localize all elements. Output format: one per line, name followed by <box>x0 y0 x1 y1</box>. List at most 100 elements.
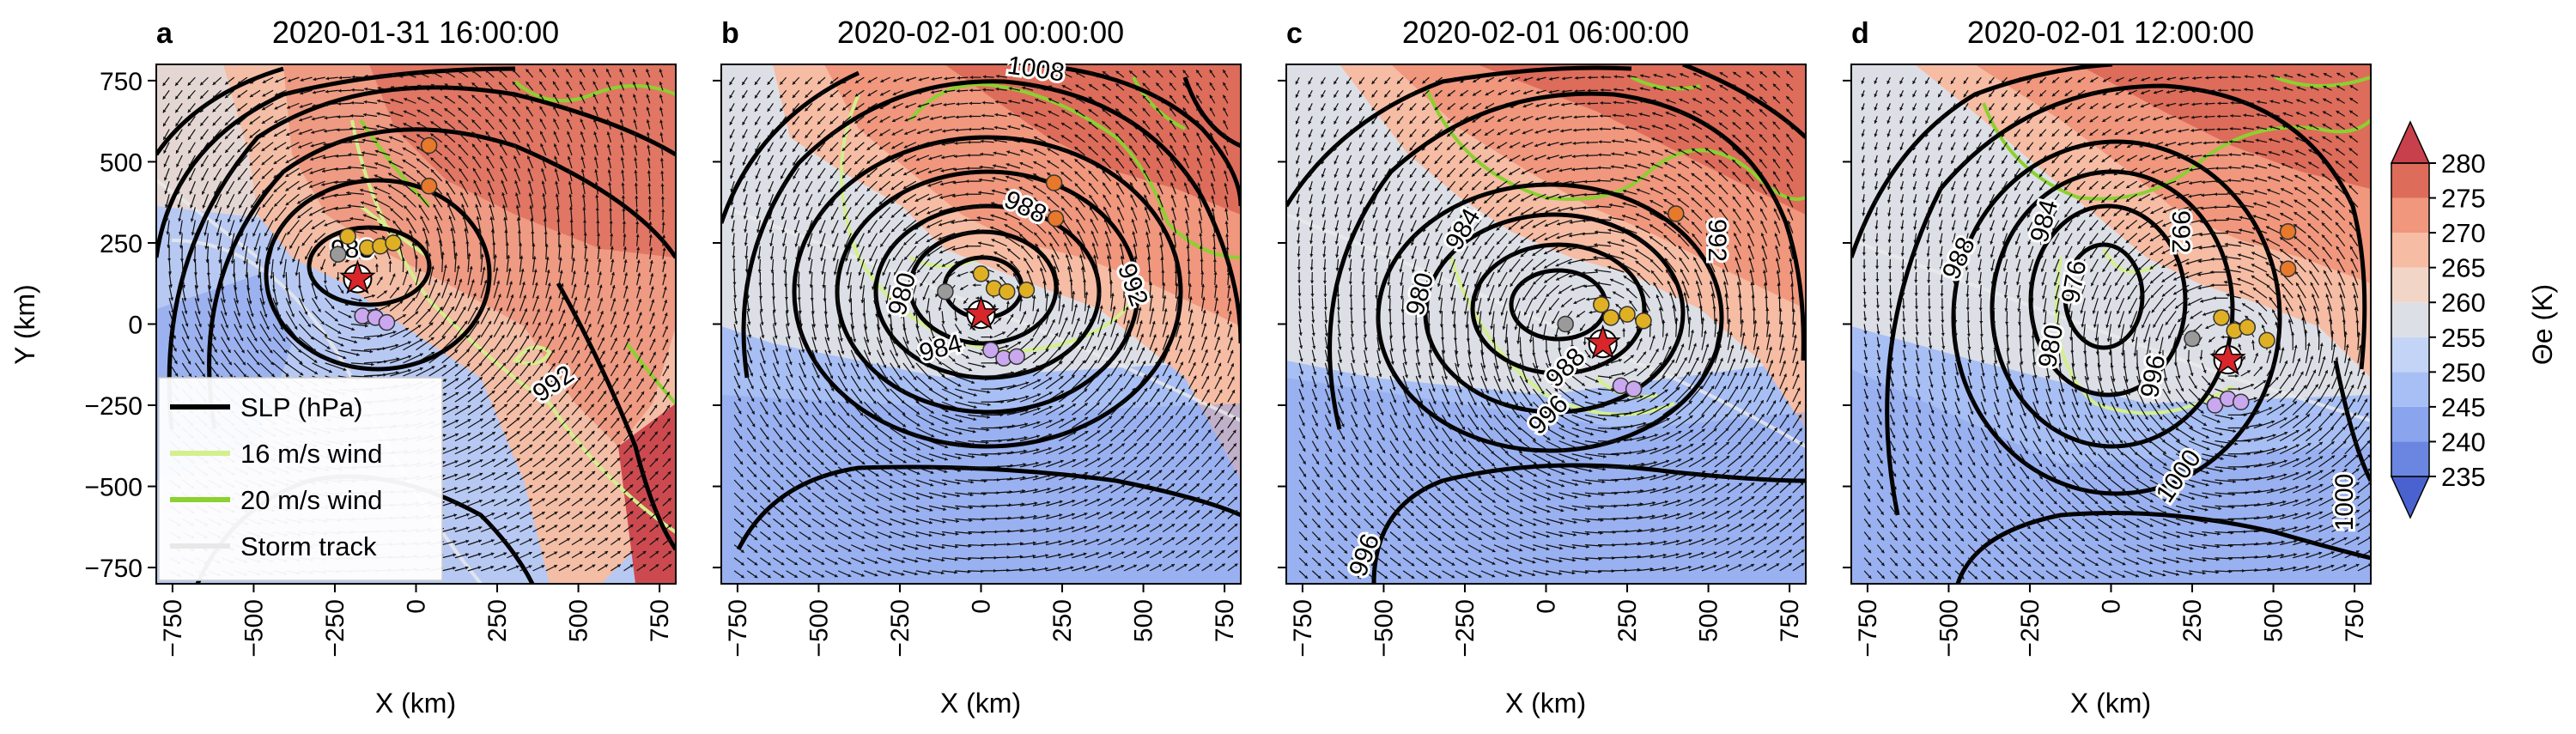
wind-vector-head <box>938 236 942 240</box>
wind-vector-head <box>834 486 838 490</box>
wind-vector-head <box>347 178 350 182</box>
wind-vector-head <box>874 436 878 440</box>
wind-vector-head <box>780 461 784 465</box>
wind-vector-head <box>230 260 234 264</box>
wind-vector-head <box>914 226 919 230</box>
wind-vector <box>467 334 481 351</box>
wind-vector-head <box>916 130 920 135</box>
wind-vector-head <box>1007 112 1012 116</box>
wind-vector-head <box>274 106 278 110</box>
wind-vector-head <box>935 349 939 353</box>
wind-vector-head <box>1033 514 1037 519</box>
wind-vector-head <box>606 118 611 123</box>
wind-vector-head <box>834 449 837 453</box>
wind-vector-head <box>890 328 894 331</box>
wind-vector-head <box>777 398 781 403</box>
wind-vector-head <box>467 405 471 409</box>
wind-vector <box>955 375 975 384</box>
wind-vector-head <box>788 361 793 366</box>
wind-vector-head <box>200 82 204 86</box>
wind-vector-head <box>742 161 746 166</box>
wind-vector-head <box>641 444 646 448</box>
wind-vector-head <box>566 525 570 529</box>
wind-vector <box>902 349 915 369</box>
wind-vector-head <box>1059 513 1063 518</box>
wind-vector-head <box>491 513 495 516</box>
wind-vector-head <box>453 487 458 491</box>
wind-vector-head <box>443 264 447 269</box>
wind-vector-head <box>767 135 771 139</box>
wind-vector-head <box>922 296 927 300</box>
wind-vector-head <box>979 165 983 169</box>
wind-vector-head <box>762 373 767 377</box>
wind-vector-head <box>998 318 1002 322</box>
wind-vector-head <box>504 472 508 476</box>
wind-vector-head <box>528 431 532 434</box>
wind-vector-head <box>813 337 817 341</box>
wind-vector-head <box>855 230 860 234</box>
wind-vector-head <box>866 133 871 136</box>
wind-vector-head <box>848 523 852 527</box>
wind-vector-head <box>993 125 998 130</box>
wind-vector-head <box>786 323 790 327</box>
wind-vector-head <box>187 122 191 126</box>
wind-vector-head <box>888 522 892 526</box>
wind-vector-head <box>344 302 349 306</box>
wind-vector-head <box>163 149 167 154</box>
wind-vector-head <box>854 351 858 355</box>
wind-vector <box>272 362 289 377</box>
wind-vector <box>864 453 879 464</box>
wind-vector-head <box>848 573 852 578</box>
wind-vector <box>928 375 948 390</box>
wind-vector-head <box>606 81 610 85</box>
wind-vector-head <box>577 390 581 394</box>
wind-vector-head <box>542 205 547 209</box>
wind-vector <box>272 337 288 354</box>
wind-vector-head <box>878 187 883 191</box>
wind-vector-head <box>552 69 556 73</box>
wind-vector-head <box>1048 306 1053 310</box>
wind-vector-head <box>516 485 520 489</box>
wind-vector-head <box>275 217 278 221</box>
wind-vector <box>272 349 289 366</box>
wind-vector-head <box>617 511 621 515</box>
wind-vector-head <box>566 444 570 448</box>
wind-vector-head <box>1048 362 1052 367</box>
wind-vector-head <box>867 215 871 220</box>
wind-vector <box>1019 462 1039 468</box>
wind-vector <box>1032 335 1047 351</box>
wind-vector-head <box>769 229 773 234</box>
wind-vector-head <box>831 230 835 234</box>
wind-vector <box>837 362 848 379</box>
wind-vector-head <box>617 444 620 448</box>
wind-vector-head <box>583 232 587 236</box>
wind-vector-head <box>541 485 545 488</box>
wind-vector-head <box>1048 446 1052 451</box>
wind-vector-head <box>603 417 607 422</box>
wind-vector <box>850 388 863 404</box>
wind-vector-head <box>167 271 173 275</box>
wind-vector-head <box>635 195 639 199</box>
wind-vector-head <box>1018 342 1022 345</box>
wind-vector <box>1019 476 1039 481</box>
wind-vector-head <box>367 337 371 341</box>
wind-vector-head <box>586 297 591 301</box>
wind-vector <box>506 321 516 337</box>
wind-vector-head <box>407 368 411 373</box>
wind-vector-head <box>246 288 251 292</box>
wind-vector-head <box>835 511 839 515</box>
wind-vector-head <box>441 336 446 340</box>
wind-vector-head <box>490 552 495 556</box>
wind-vector-head <box>1005 235 1009 240</box>
wind-vector-head <box>659 132 664 136</box>
wind-vector-head <box>528 538 532 543</box>
wind-vector-head <box>1060 390 1065 394</box>
wind-vector-head <box>869 364 873 368</box>
wind-vector-head <box>740 549 744 553</box>
wind-vector-head <box>369 349 374 354</box>
wind-vector-head <box>926 239 930 242</box>
wind-vector-head <box>931 434 935 438</box>
wind-vector <box>441 292 453 312</box>
wind-vector <box>890 349 901 369</box>
wind-vector <box>890 453 907 464</box>
